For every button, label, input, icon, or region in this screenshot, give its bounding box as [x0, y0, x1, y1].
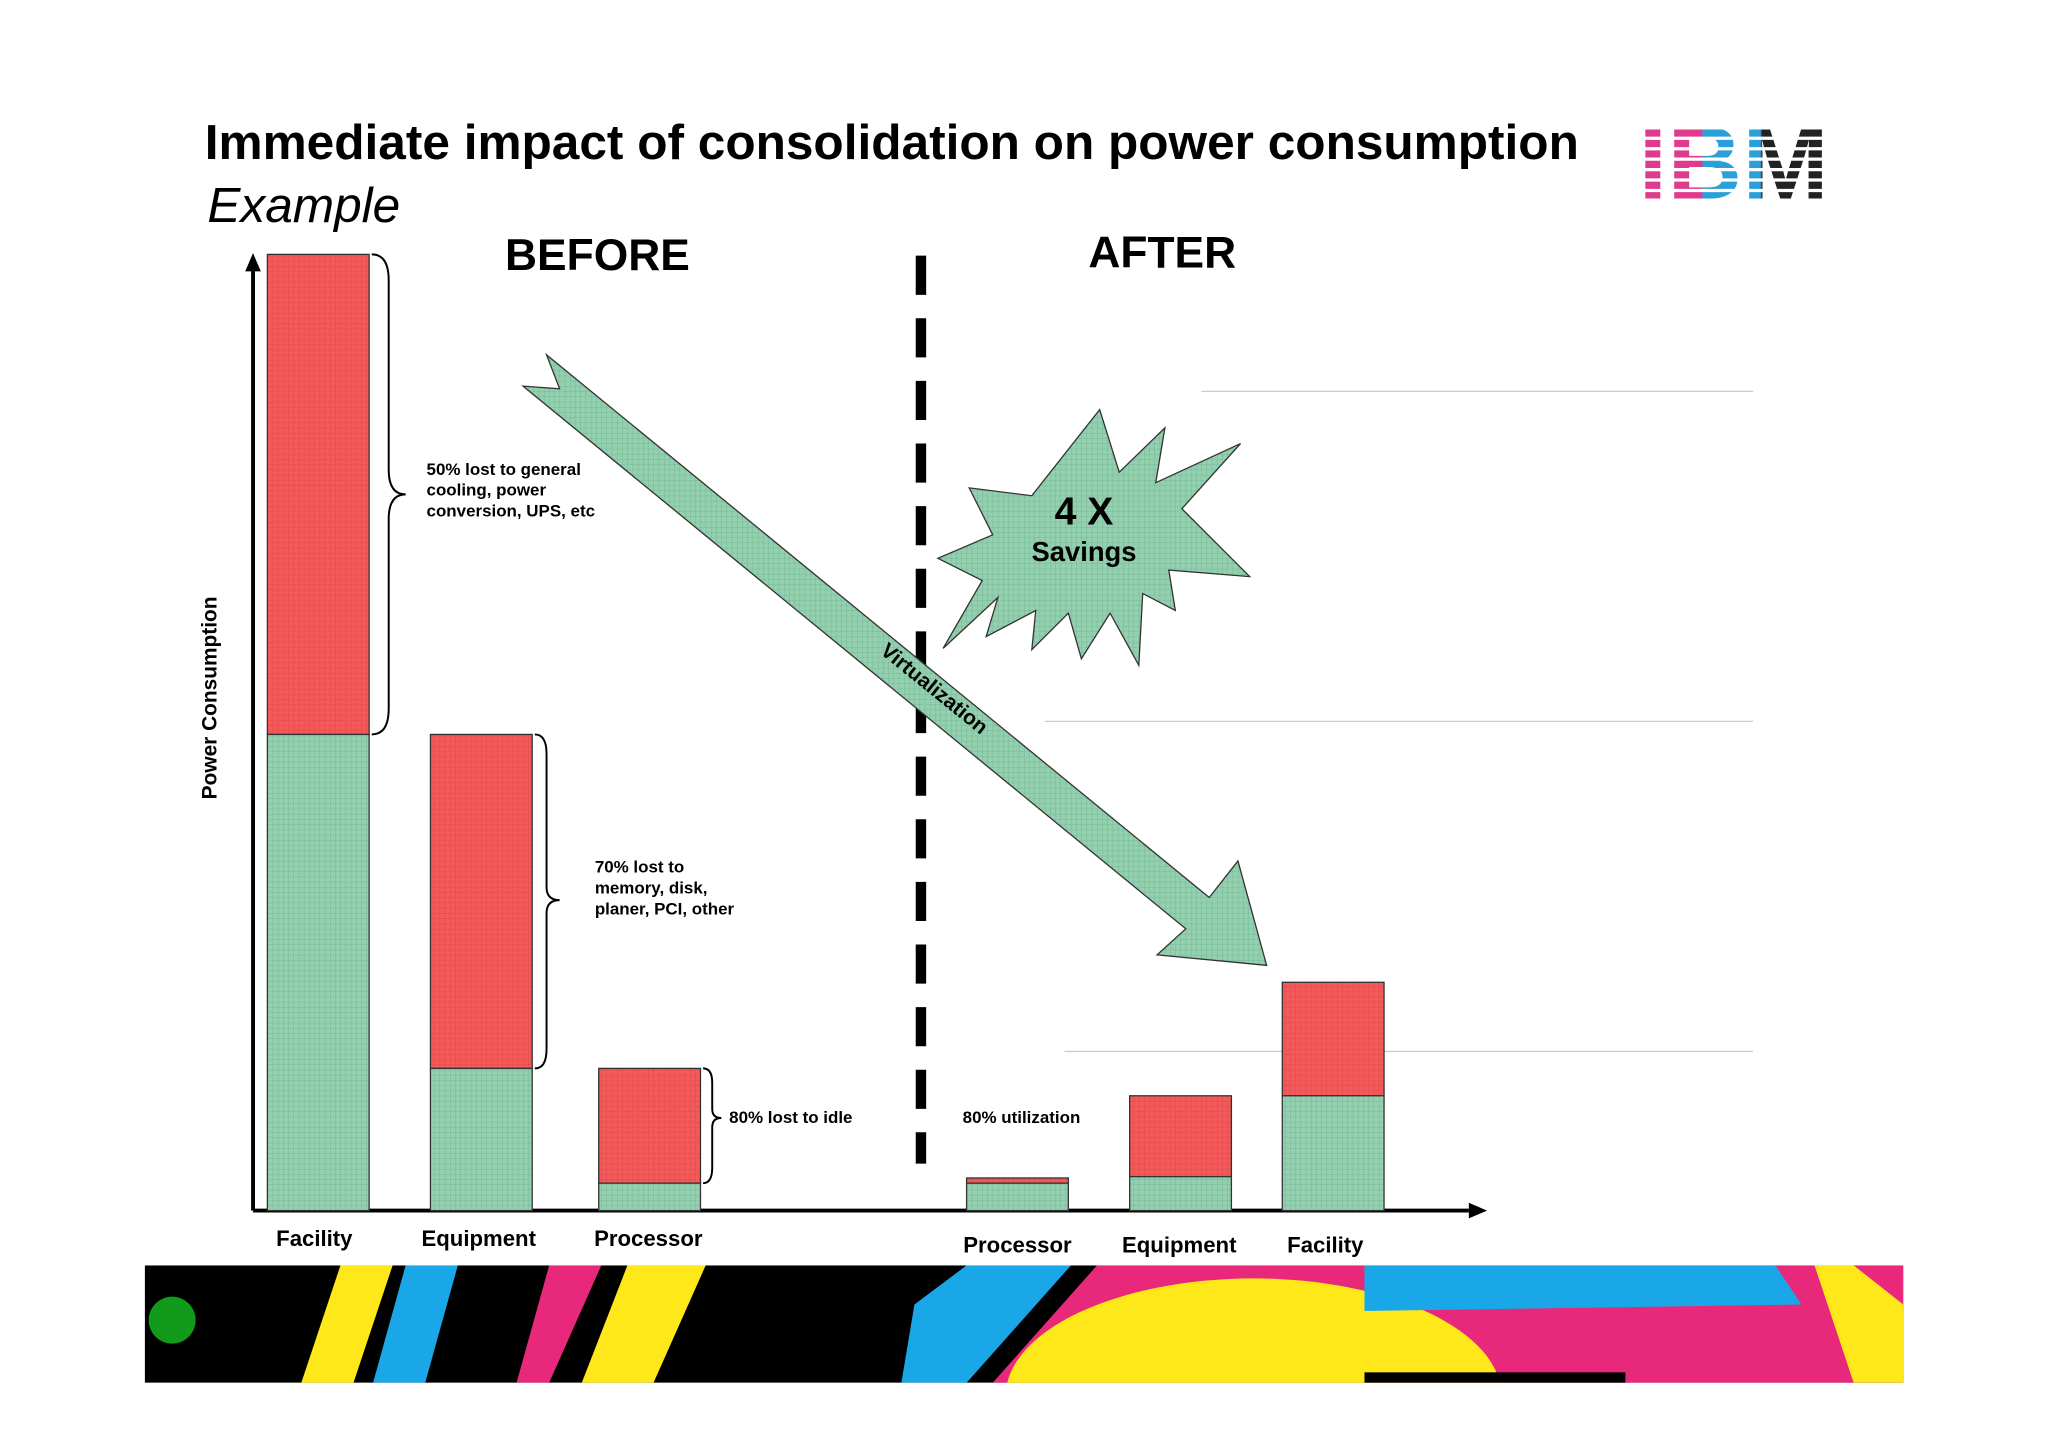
category-label: Equipment — [1122, 1232, 1237, 1257]
ibm-logo: IBM — [1631, 105, 1841, 221]
category-label: Equipment — [421, 1226, 536, 1251]
category-label: Processor — [963, 1232, 1072, 1257]
y-axis-label: Power Consumption — [199, 597, 222, 800]
savings-burst — [936, 408, 1252, 668]
annotation: 70% lost to — [595, 858, 684, 877]
category-label: Facility — [1287, 1232, 1364, 1257]
before-label: BEFORE — [505, 231, 690, 280]
title: Immediate impact of consolidation on pow… — [205, 114, 1579, 170]
braces — [371, 253, 722, 1185]
category-labels: Facility Equipment Processor Processor E… — [276, 1226, 1364, 1258]
annotation: conversion, UPS, etc — [427, 502, 595, 521]
annotation: 80% utilization — [963, 1108, 1081, 1127]
annotation: cooling, power — [427, 481, 547, 500]
annotation: 50% lost to general — [427, 460, 581, 479]
annotation: planer, PCI, other — [595, 899, 735, 918]
annotations: 50% lost to general cooling, power conve… — [427, 460, 1081, 1127]
annotation: memory, disk, — [595, 879, 708, 898]
after-label: AFTER — [1088, 228, 1236, 277]
faint-lines — [1044, 390, 1754, 1053]
subtitle: Example — [207, 177, 400, 233]
banner — [144, 1265, 1904, 1383]
virtualization-arrow — [521, 352, 1268, 967]
category-label: Facility — [276, 1226, 353, 1251]
burst-big: 4 X — [1055, 490, 1114, 533]
burst-small: Savings — [1032, 536, 1137, 567]
annotation: 80% lost to idle — [729, 1108, 852, 1127]
logo: IBM — [1638, 105, 1828, 221]
bars — [266, 253, 1385, 1212]
category-label: Processor — [594, 1226, 703, 1251]
